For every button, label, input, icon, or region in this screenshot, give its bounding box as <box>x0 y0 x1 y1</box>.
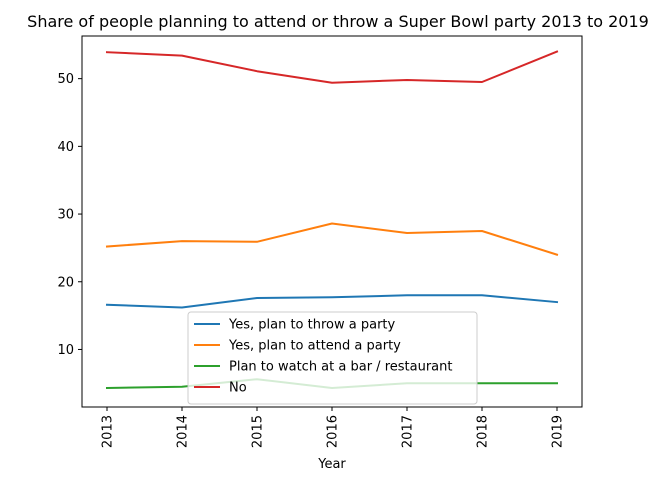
series-line <box>105 294 559 309</box>
series-line <box>105 222 559 256</box>
x-tick-label: 2013 <box>101 415 116 448</box>
y-tick-label: 30 <box>57 208 74 223</box>
x-axis-label: Year <box>317 457 346 472</box>
x-axis: 2013 2014 2015 2016 2017 2018 2019 <box>101 407 566 448</box>
x-tick-label: 2014 <box>176 415 191 448</box>
legend-label: Yes, plan to attend a party <box>228 339 401 354</box>
x-tick-label: 2018 <box>476 415 491 448</box>
legend-label: No <box>229 381 247 396</box>
x-tick-label: 2019 <box>551 415 566 448</box>
y-tick-label: 40 <box>57 140 74 155</box>
series-line <box>105 50 559 84</box>
y-axis: 10 20 30 40 50 <box>57 72 82 358</box>
y-tick-label: 20 <box>57 275 74 290</box>
series-lines <box>105 50 559 390</box>
y-tick-label: 10 <box>57 343 74 358</box>
x-tick-label: 2016 <box>326 415 341 448</box>
x-tick-label: 2017 <box>401 415 416 448</box>
legend-box <box>187 311 478 405</box>
chart-title: Share of people planning to attend or th… <box>27 12 649 31</box>
legend-label: Yes, plan to throw a party <box>228 318 396 333</box>
y-tick-label: 50 <box>57 72 74 87</box>
legend-label: Plan to watch at a bar / restaurant <box>229 360 452 375</box>
x-tick-label: 2015 <box>251 415 266 448</box>
legend: Yes, plan to throw a party Yes, plan to a… <box>187 311 478 405</box>
